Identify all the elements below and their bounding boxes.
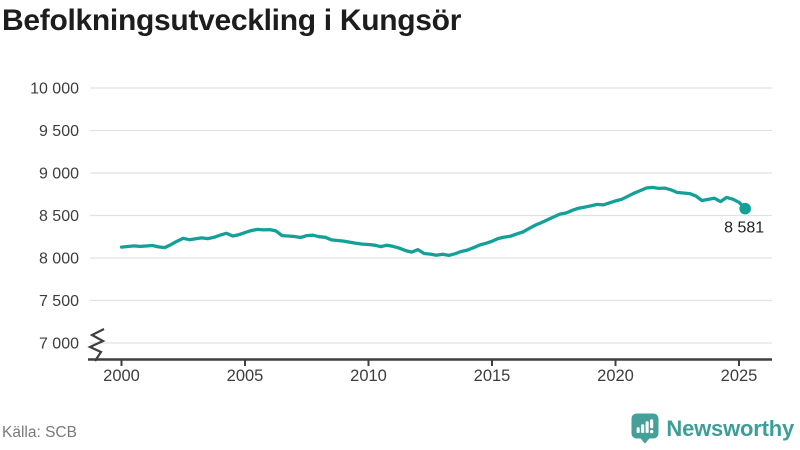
gridlines-layer	[90, 87, 772, 344]
x-axis-tick-label: 2015	[474, 367, 511, 385]
series-layer: 8 581	[119, 185, 764, 258]
last-point-marker	[739, 202, 751, 215]
population-line	[119, 185, 747, 258]
y-axis-tick-label: 9 000	[39, 166, 79, 183]
y-axis-tick-label: 7 000	[39, 336, 79, 353]
x-axis-tick-label: 2010	[350, 367, 387, 385]
chart-title: Befolkningsutveckling i Kungsör	[2, 4, 462, 37]
x-axis-tick-label: 2025	[721, 367, 758, 385]
y-axis-tick-label: 7 500	[39, 293, 79, 310]
x-axis-tick-label: 2000	[103, 367, 140, 385]
axis-layer: 7 000 7 500 8 000 8 500 9 000 9 500 10 000 2000…	[30, 81, 772, 385]
source-caption: Källa: SCB	[2, 424, 77, 441]
newsworthy-brand-link[interactable]: Newsworthy	[631, 413, 794, 444]
y-axis-tick-label: 8 500	[39, 208, 79, 225]
x-axis-tick-label: 2020	[597, 367, 634, 385]
newsworthy-logo-icon	[631, 413, 659, 444]
x-axis-tick-label: 2005	[227, 367, 264, 385]
logo-bar-chart-glyph	[637, 419, 654, 434]
y-axis-tick-label: 8 000	[39, 251, 79, 268]
last-value-label: 8 581	[724, 220, 764, 237]
y-axis-tick-label: 10 000	[30, 81, 79, 98]
axis-break-icon	[87, 328, 106, 362]
brand-name: Newsworthy	[666, 415, 794, 441]
y-axis-tick-label: 9 500	[39, 123, 79, 140]
